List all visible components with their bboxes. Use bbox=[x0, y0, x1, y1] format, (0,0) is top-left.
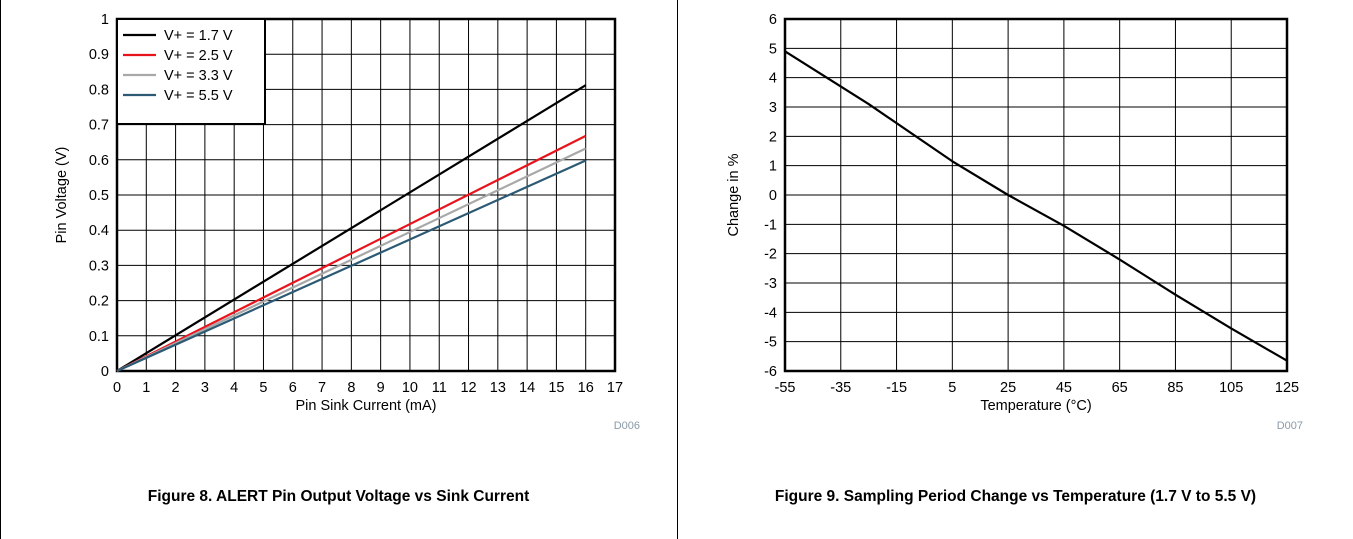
y-tick-label: -1 bbox=[764, 217, 777, 233]
y-tick-label: 4 bbox=[769, 71, 777, 87]
plot-frame bbox=[783, 17, 1289, 373]
y-tick-label: 6 bbox=[769, 12, 777, 28]
x-tick-label: 85 bbox=[1167, 380, 1183, 396]
y-tick-label: 0.8 bbox=[89, 82, 109, 98]
y-tick-label: 2 bbox=[769, 129, 777, 145]
x-tick-label: 15 bbox=[548, 380, 564, 396]
figure-8-caption: Figure 8. ALERT Pin Output Voltage vs Si… bbox=[147, 488, 530, 505]
x-tick-label: -35 bbox=[830, 380, 851, 396]
x-tick-label: 10 bbox=[402, 380, 418, 396]
x-tick-label: -55 bbox=[775, 380, 796, 396]
x-tick-label: 14 bbox=[519, 380, 535, 396]
x-tick-label: 11 bbox=[432, 380, 447, 396]
x-tick-label: 2 bbox=[172, 380, 180, 396]
y-tick-label: -6 bbox=[764, 364, 777, 380]
y-tick-label: 0.4 bbox=[89, 223, 109, 239]
y-tick-label: 0.3 bbox=[89, 258, 109, 274]
y-tick-label: 0 bbox=[769, 188, 777, 204]
legend-label-1: V+ = 1.7 V bbox=[164, 28, 233, 44]
figure-9-panel: -55 -35 -15 5 25 45 65 85 105 125 -6 -5 -4 -3 -2 -1 0 1 2 3… bbox=[678, 0, 1353, 539]
x-tick-label: 7 bbox=[318, 380, 326, 396]
x-tick-label: 16 bbox=[578, 380, 594, 396]
y-tick-label: 0.9 bbox=[89, 47, 109, 63]
y-tick-label: 0.5 bbox=[89, 188, 109, 204]
y-tick-label: -4 bbox=[764, 305, 777, 321]
y-tick-label: 1 bbox=[769, 159, 777, 175]
x-tick-label: 45 bbox=[1056, 380, 1072, 396]
x-tick-label: 65 bbox=[1112, 380, 1128, 396]
y-axis-label: Pin Voltage (V) bbox=[54, 147, 70, 244]
x-tick-label: 17 bbox=[607, 380, 623, 396]
legend-label-4: V+ = 5.5 V bbox=[164, 88, 233, 104]
x-tick-label: 8 bbox=[347, 380, 355, 396]
series-line-1 bbox=[784, 50, 1288, 362]
x-tick-label: 4 bbox=[230, 380, 238, 396]
series-line-3 bbox=[116, 147, 587, 372]
figure-code-label: D006 bbox=[614, 420, 640, 432]
y-tick-label: 3 bbox=[769, 100, 777, 116]
page-border-left bbox=[0, 0, 1, 539]
x-tick-label: -15 bbox=[886, 380, 907, 396]
y-tick-label: 0.1 bbox=[89, 329, 109, 345]
y-tick-label: -5 bbox=[764, 335, 777, 351]
y-tick-label: 0 bbox=[101, 364, 109, 380]
series-line-1 bbox=[116, 84, 587, 372]
y-tick-label: -2 bbox=[764, 247, 777, 263]
y-tick-label: -3 bbox=[764, 276, 777, 292]
figure-9-caption: Figure 9. Sampling Period Change vs Temp… bbox=[774, 488, 1257, 505]
series-line-4 bbox=[116, 159, 587, 373]
x-tick-label: 25 bbox=[1000, 380, 1016, 396]
x-tick-label: 0 bbox=[113, 380, 121, 396]
x-tick-label: 3 bbox=[201, 380, 209, 396]
y-axis-label: Change in % bbox=[726, 153, 742, 236]
x-tick-label: 9 bbox=[377, 380, 385, 396]
x-tick-label: 105 bbox=[1219, 380, 1243, 396]
figure-code-label: D007 bbox=[1277, 420, 1303, 432]
x-tick-label: 13 bbox=[490, 380, 506, 396]
series-line-2 bbox=[116, 134, 587, 372]
y-tick-label: 0.7 bbox=[89, 118, 109, 134]
y-tick-label: 1 bbox=[101, 12, 109, 28]
legend-label-2: V+ = 2.5 V bbox=[164, 48, 233, 64]
x-tick-label: 5 bbox=[259, 380, 267, 396]
legend-box bbox=[116, 18, 266, 125]
panel-divider bbox=[677, 0, 678, 539]
y-tick-label: 0.6 bbox=[89, 153, 109, 169]
x-tick-label: 6 bbox=[289, 380, 297, 396]
x-tick-label: 1 bbox=[142, 380, 150, 396]
x-axis-label: Temperature (°C) bbox=[980, 398, 1091, 414]
figure-9-chart: -55 -35 -15 5 25 45 65 85 105 125-6-5-4-3-2-10123… bbox=[726, 12, 1303, 432]
x-axis-label: Pin Sink Current (mA) bbox=[295, 398, 436, 414]
x-tick-label: 125 bbox=[1275, 380, 1299, 396]
figure-8-panel: 0 1 2 3 4 5 6 7 8 9 10 11 12 13 14 15 16 17 0 0.1 0.2 0.3 0.4 0… bbox=[54, 12, 640, 432]
x-tick-label: 5 bbox=[948, 380, 956, 396]
y-tick-label: 0.2 bbox=[89, 294, 109, 310]
legend-label-3: V+ = 3.3 V bbox=[164, 68, 233, 84]
y-tick-label: 5 bbox=[769, 41, 777, 57]
figure-8-chart: 0 1 2 3 4 5 6 7 8 9 10 11 12 13 14 15 16 1700.10.20.30.40… bbox=[54, 12, 640, 432]
plot-frame bbox=[115, 17, 617, 373]
x-tick-label: 12 bbox=[460, 380, 476, 396]
